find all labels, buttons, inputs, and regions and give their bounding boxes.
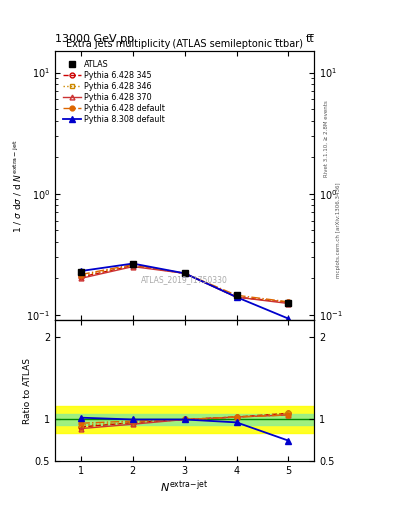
X-axis label: $N^{\mathrm{extra\!-\!jet}}$: $N^{\mathrm{extra\!-\!jet}}$ [160,478,209,495]
Text: ATLAS_2019_I1750330: ATLAS_2019_I1750330 [141,275,228,285]
Text: tt̅: tt̅ [306,33,314,44]
Y-axis label: 1 / $\sigma$ d$\sigma$ / d $N^{\rm extra-jet}$: 1 / $\sigma$ d$\sigma$ / d $N^{\rm extra… [11,139,24,232]
Text: mcplots.cern.ch [arXiv:1306.3436]: mcplots.cern.ch [arXiv:1306.3436] [336,183,341,278]
Text: Rivet 3.1.10, ≥ 2.8M events: Rivet 3.1.10, ≥ 2.8M events [324,100,329,177]
Y-axis label: Ratio to ATLAS: Ratio to ATLAS [23,357,32,423]
Text: 13000 GeV pp: 13000 GeV pp [55,33,134,44]
Legend: ATLAS, Pythia 6.428 345, Pythia 6.428 346, Pythia 6.428 370, Pythia 6.428 defaul: ATLAS, Pythia 6.428 345, Pythia 6.428 34… [62,58,167,125]
Title: Extra jets multiplicity (ATLAS semileptonic t̅tbar): Extra jets multiplicity (ATLAS semilepto… [66,39,303,49]
